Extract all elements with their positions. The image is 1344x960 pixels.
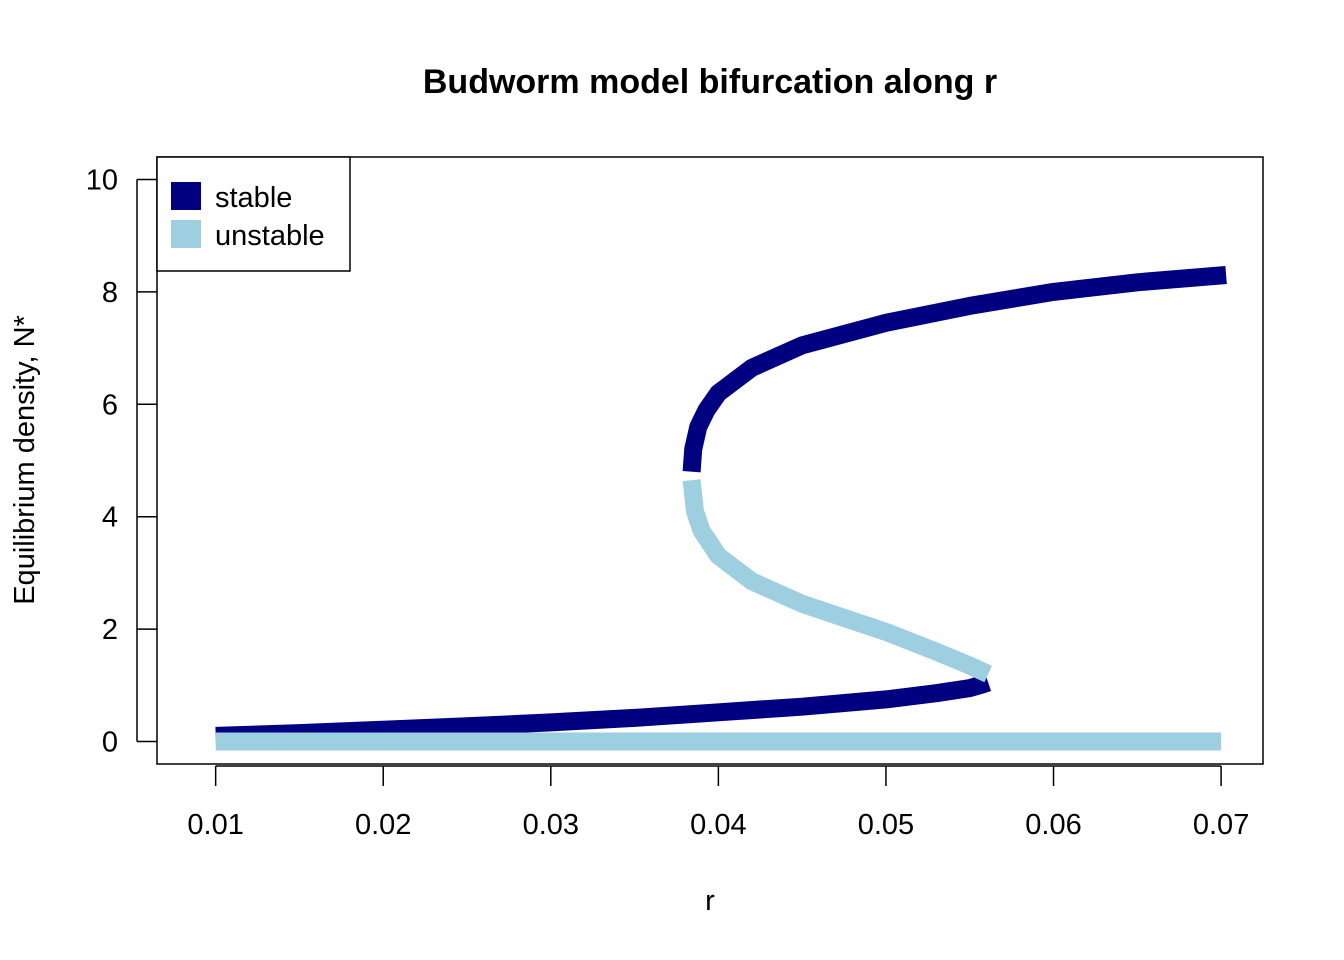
legend: stable unstable bbox=[156, 156, 351, 272]
series-line-stable-2 bbox=[682, 266, 1227, 473]
legend-label-unstable: unstable bbox=[215, 220, 325, 252]
series-line-unstable-2 bbox=[682, 479, 992, 683]
legend-box bbox=[156, 156, 351, 272]
series-line-stable-1 bbox=[215, 673, 993, 745]
y-tick-label: 2 bbox=[102, 614, 118, 646]
plot-frame bbox=[156, 156, 1264, 765]
x-tick-label: 0.05 bbox=[858, 809, 914, 841]
y-tick-label: 10 bbox=[86, 164, 118, 196]
y-tick-label: 6 bbox=[102, 389, 118, 421]
x-tick-label: 0.03 bbox=[523, 809, 579, 841]
series-layer bbox=[215, 266, 1227, 751]
x-axis-label: r bbox=[705, 885, 715, 917]
legend-swatch-stable bbox=[171, 182, 201, 210]
y-tick-label: 8 bbox=[102, 277, 118, 309]
x-axis: 0.01 0.02 0.03 0.04 0.05 0.06 0.07 bbox=[187, 765, 1249, 841]
x-tick-label: 0.07 bbox=[1193, 809, 1249, 841]
legend-swatch-unstable bbox=[171, 220, 201, 248]
y-axis: 0 2 4 6 8 10 bbox=[86, 164, 157, 759]
y-tick-label: 0 bbox=[102, 727, 118, 759]
y-tick-label: 4 bbox=[102, 502, 118, 534]
x-tick-label: 0.02 bbox=[355, 809, 411, 841]
legend-label-stable: stable bbox=[215, 182, 292, 214]
chart-title: Budworm model bifurcation along r bbox=[423, 63, 997, 101]
x-tick-label: 0.06 bbox=[1025, 809, 1081, 841]
x-tick-label: 0.01 bbox=[187, 809, 243, 841]
x-tick-label: 0.04 bbox=[690, 809, 746, 841]
y-axis-label: Equilibrium density, N* bbox=[9, 315, 41, 605]
